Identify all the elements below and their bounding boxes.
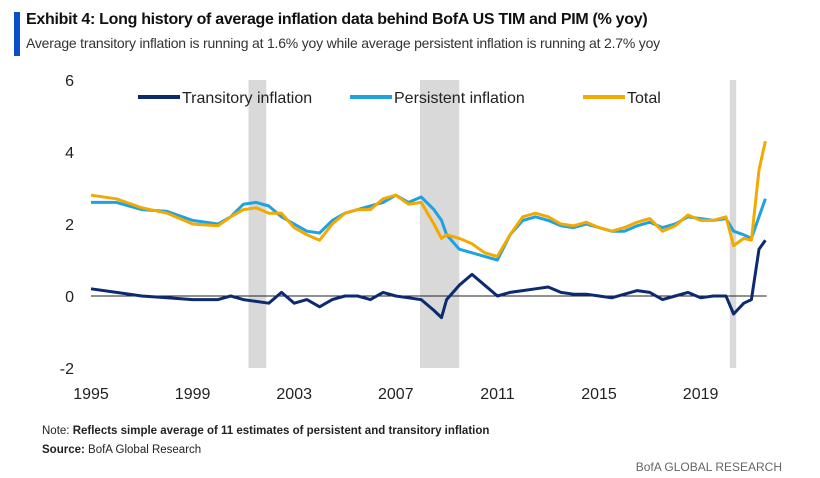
x-tick-label: 2003 xyxy=(276,386,312,403)
note-label: Note: xyxy=(42,425,70,437)
legend-label: Persistent inflation xyxy=(394,90,525,107)
x-tick-label: 1999 xyxy=(175,386,211,403)
y-tick-label: 4 xyxy=(65,145,74,162)
x-tick-label: 2011 xyxy=(480,386,515,403)
x-tick-label: 2007 xyxy=(378,386,414,403)
source-label: Source: xyxy=(42,444,85,456)
y-tick-label: 0 xyxy=(65,289,74,306)
legend-label: Total xyxy=(627,90,661,107)
recession-shading xyxy=(419,80,460,368)
accent-bar xyxy=(14,12,20,56)
note-text: Reflects simple average of 11 estimates … xyxy=(72,425,490,437)
legend-label: Transitory inflation xyxy=(182,90,312,107)
y-tick-label: 2 xyxy=(65,217,74,234)
y-tick-label: -2 xyxy=(60,361,74,378)
brand-watermark: BofA GLOBAL RESEARCH xyxy=(635,460,782,474)
note: Note: Reflects simple average of 11 esti… xyxy=(42,425,489,437)
x-tick-label: 2019 xyxy=(683,386,719,403)
chart-title: Exhibit 4: Long history of average infla… xyxy=(26,11,648,28)
source: Source: BofA Global Research xyxy=(42,444,201,456)
x-tick-label: 2015 xyxy=(581,386,617,403)
recession-shading xyxy=(248,80,267,368)
series-line-total xyxy=(90,140,767,258)
source-text: BofA Global Research xyxy=(88,444,202,456)
series-line-transitory-inflation xyxy=(90,239,767,320)
x-tick-label: 1995 xyxy=(73,386,109,403)
recession-shading xyxy=(729,80,737,368)
y-tick-label: 6 xyxy=(65,73,74,90)
chart-subtitle: Average transitory inflation is running … xyxy=(26,35,660,51)
